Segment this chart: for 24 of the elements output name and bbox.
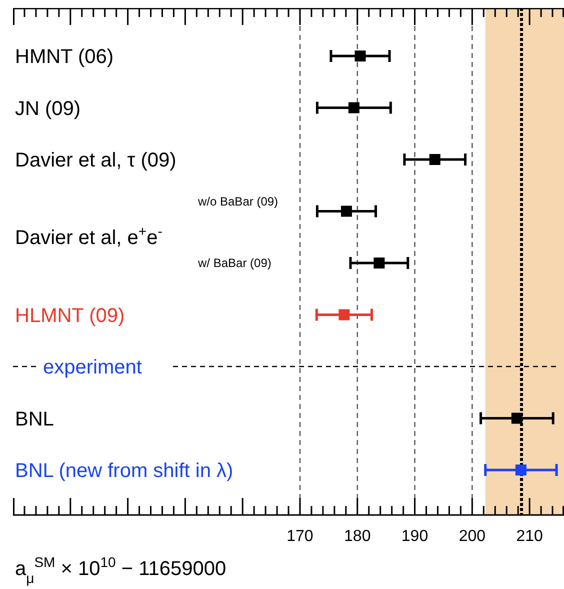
y-tick-label: JN (09) — [15, 98, 81, 120]
y-tick-label: HMNT (06) — [15, 46, 114, 68]
point — [338, 309, 350, 320]
y-tick-label: BNL (new from shift in λ) — [15, 460, 234, 482]
x-tick-label: 200 — [458, 528, 486, 545]
annotation: experiment — [43, 356, 142, 378]
x-axis-title: a$_{μ}$$^{SM}$ × 10$^{10}$ − 11659000 — [15, 554, 226, 586]
y-tick-label: Davier et al, τ (09) — [15, 150, 176, 172]
point — [348, 102, 360, 114]
point — [354, 50, 366, 62]
x-tick-label: 190 — [401, 528, 428, 545]
point — [515, 464, 526, 476]
y-tick-label: w/ BaBar (09) — [197, 256, 272, 270]
x-tick-label: 180 — [344, 528, 371, 545]
x-tick-label: 170 — [286, 528, 314, 545]
y-tick-label: BNL — [15, 408, 54, 430]
point — [511, 412, 522, 424]
y-tick-label: HLMNT (09) — [15, 304, 125, 327]
y-tick-label: w/o BaBar (09) — [197, 194, 278, 208]
annotation: Davier et al, e$^{+}$e$^{-}$ — [15, 223, 163, 250]
point — [374, 258, 385, 268]
point — [429, 154, 440, 165]
point — [340, 206, 352, 217]
x-tick-label: 210 — [516, 528, 544, 545]
